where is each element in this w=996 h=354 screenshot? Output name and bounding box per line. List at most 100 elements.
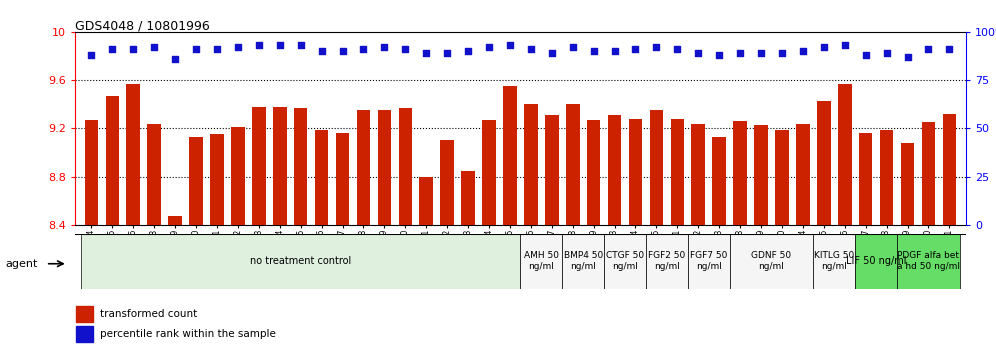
Point bbox=[105, 46, 121, 52]
Point bbox=[188, 46, 204, 52]
Text: KITLG 50
ng/ml: KITLG 50 ng/ml bbox=[814, 251, 855, 271]
Point bbox=[209, 46, 225, 52]
Point bbox=[753, 50, 769, 56]
Bar bbox=[900, 143, 914, 225]
Text: CTGF 50
ng/ml: CTGF 50 ng/ml bbox=[606, 251, 644, 271]
Point bbox=[711, 52, 727, 58]
Point bbox=[125, 46, 141, 52]
Bar bbox=[712, 137, 726, 225]
Bar bbox=[897, 234, 960, 289]
Point bbox=[439, 50, 455, 56]
Bar bbox=[628, 119, 642, 225]
Bar bbox=[398, 108, 412, 225]
Point bbox=[314, 48, 330, 54]
Point bbox=[941, 46, 957, 52]
Bar bbox=[605, 234, 646, 289]
Point bbox=[858, 52, 873, 58]
Point bbox=[418, 50, 434, 56]
Bar bbox=[315, 130, 329, 225]
Bar bbox=[608, 115, 622, 225]
Point bbox=[669, 46, 685, 52]
Bar bbox=[357, 110, 371, 225]
Point bbox=[167, 56, 183, 62]
Bar bbox=[563, 234, 605, 289]
Point bbox=[690, 50, 706, 56]
Bar bbox=[566, 104, 580, 225]
Bar bbox=[942, 114, 956, 225]
Point bbox=[397, 46, 413, 52]
Point bbox=[586, 48, 602, 54]
Bar bbox=[646, 234, 688, 289]
Point bbox=[627, 46, 643, 52]
Point bbox=[84, 52, 100, 58]
Bar bbox=[921, 122, 935, 225]
Bar bbox=[106, 96, 120, 225]
Bar bbox=[521, 234, 563, 289]
Text: FGF2 50
ng/ml: FGF2 50 ng/ml bbox=[648, 251, 685, 271]
Point bbox=[251, 42, 267, 48]
Bar bbox=[838, 84, 852, 225]
Point bbox=[774, 50, 790, 56]
Text: AMH 50
ng/ml: AMH 50 ng/ml bbox=[524, 251, 559, 271]
Point bbox=[376, 45, 392, 50]
Text: PDGF alfa bet
a hd 50 ng/ml: PDGF alfa bet a hd 50 ng/ml bbox=[897, 251, 960, 271]
Bar bbox=[754, 125, 768, 225]
Bar bbox=[168, 216, 182, 225]
Bar bbox=[147, 124, 161, 225]
Point bbox=[460, 48, 476, 54]
Text: no treatment control: no treatment control bbox=[250, 256, 352, 266]
Bar bbox=[77, 326, 93, 342]
Text: BMP4 50
ng/ml: BMP4 50 ng/ml bbox=[564, 251, 603, 271]
Bar bbox=[879, 130, 893, 225]
Bar bbox=[545, 115, 559, 225]
Text: LIF 50 ng/ml: LIF 50 ng/ml bbox=[846, 256, 906, 266]
Point bbox=[293, 42, 309, 48]
Point bbox=[230, 45, 246, 50]
Bar bbox=[77, 306, 93, 321]
Bar bbox=[817, 101, 831, 225]
Bar bbox=[856, 234, 897, 289]
Bar bbox=[649, 110, 663, 225]
Point bbox=[356, 46, 372, 52]
Bar bbox=[377, 110, 391, 225]
Point bbox=[335, 48, 351, 54]
Bar bbox=[691, 124, 705, 225]
Bar bbox=[796, 124, 810, 225]
Text: percentile rank within the sample: percentile rank within the sample bbox=[100, 330, 276, 339]
Bar bbox=[670, 119, 684, 225]
Bar bbox=[859, 133, 872, 225]
Bar bbox=[730, 234, 814, 289]
Bar bbox=[503, 86, 517, 225]
Bar bbox=[482, 120, 496, 225]
Bar bbox=[210, 135, 224, 225]
Point bbox=[899, 54, 915, 60]
Bar bbox=[814, 234, 856, 289]
Text: agent: agent bbox=[5, 259, 38, 269]
Point bbox=[146, 45, 162, 50]
Bar bbox=[85, 120, 99, 225]
Bar bbox=[126, 84, 140, 225]
Point bbox=[272, 42, 288, 48]
Bar bbox=[81, 234, 521, 289]
Bar bbox=[189, 137, 203, 225]
Point bbox=[732, 50, 748, 56]
Bar bbox=[733, 121, 747, 225]
Point bbox=[648, 45, 664, 50]
Bar bbox=[231, 127, 245, 225]
Bar bbox=[587, 120, 601, 225]
Bar bbox=[336, 133, 350, 225]
Point bbox=[481, 45, 497, 50]
Text: transformed count: transformed count bbox=[100, 309, 197, 319]
Point bbox=[502, 42, 518, 48]
Point bbox=[565, 45, 581, 50]
Bar bbox=[294, 108, 308, 225]
Point bbox=[795, 48, 811, 54]
Bar bbox=[419, 177, 433, 225]
Point bbox=[544, 50, 560, 56]
Point bbox=[523, 46, 539, 52]
Point bbox=[816, 45, 832, 50]
Bar bbox=[252, 107, 266, 225]
Bar bbox=[440, 141, 454, 225]
Bar bbox=[775, 130, 789, 225]
Text: GDS4048 / 10801996: GDS4048 / 10801996 bbox=[75, 19, 209, 33]
